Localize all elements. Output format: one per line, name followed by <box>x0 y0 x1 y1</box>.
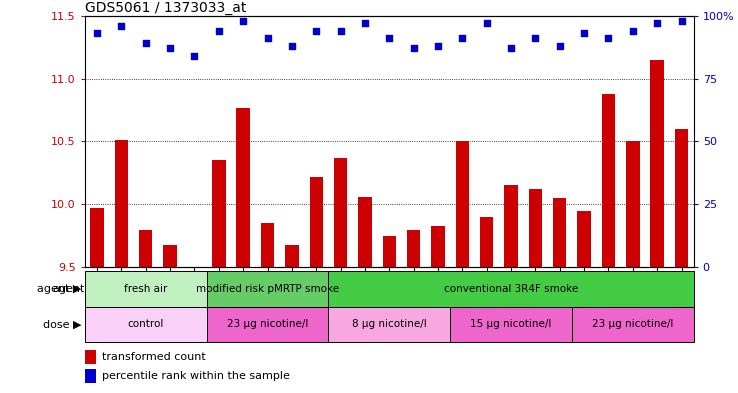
Bar <box>334 158 348 267</box>
Point <box>164 45 176 51</box>
Bar <box>328 271 694 307</box>
Bar <box>309 177 323 267</box>
Point <box>651 20 663 26</box>
Point <box>334 28 347 34</box>
Bar <box>626 141 640 267</box>
Bar <box>407 230 421 267</box>
Text: 23 μg nicotine/l: 23 μg nicotine/l <box>227 319 308 329</box>
Bar <box>504 185 518 267</box>
Point <box>529 35 541 42</box>
Point <box>384 35 396 42</box>
Bar <box>382 236 396 267</box>
Text: 8 μg nicotine/l: 8 μg nicotine/l <box>352 319 427 329</box>
Point <box>188 53 200 59</box>
Bar <box>236 108 250 267</box>
Point <box>310 28 322 34</box>
Bar <box>675 129 689 267</box>
Text: transformed count: transformed count <box>102 352 206 362</box>
Point <box>407 45 419 51</box>
Point <box>92 30 103 37</box>
Point <box>602 35 614 42</box>
Point <box>505 45 517 51</box>
Bar <box>85 307 207 342</box>
Text: 15 μg nicotine/l: 15 μg nicotine/l <box>470 319 552 329</box>
Point <box>213 28 224 34</box>
Point <box>627 28 638 34</box>
Point <box>432 43 444 49</box>
Text: dose ▶: dose ▶ <box>43 319 81 329</box>
Bar <box>328 307 450 342</box>
Bar <box>358 197 372 267</box>
Bar <box>139 230 153 267</box>
Point <box>480 20 492 26</box>
Bar <box>85 369 96 383</box>
Bar <box>90 208 104 267</box>
Bar <box>455 141 469 267</box>
Point <box>554 43 565 49</box>
Text: percentile rank within the sample: percentile rank within the sample <box>102 371 290 382</box>
Bar <box>85 350 96 364</box>
Point <box>286 43 297 49</box>
Text: GDS5061 / 1373033_at: GDS5061 / 1373033_at <box>85 1 246 15</box>
Bar <box>528 189 542 267</box>
Point <box>115 23 128 29</box>
Point <box>139 40 152 46</box>
Point <box>359 20 370 26</box>
Text: control: control <box>128 319 164 329</box>
Bar <box>207 271 328 307</box>
Bar <box>261 223 275 267</box>
Bar <box>285 244 299 267</box>
Point <box>579 30 590 37</box>
Bar <box>553 198 567 267</box>
Bar <box>650 60 664 267</box>
Bar <box>431 226 445 267</box>
Bar <box>207 307 328 342</box>
Point <box>675 18 687 24</box>
Bar <box>601 94 615 267</box>
Bar <box>163 244 177 267</box>
Text: conventional 3R4F smoke: conventional 3R4F smoke <box>444 284 578 294</box>
Bar <box>212 160 226 267</box>
Point <box>456 35 468 42</box>
Bar <box>85 271 207 307</box>
Point <box>261 35 273 42</box>
Text: 23 μg nicotine/l: 23 μg nicotine/l <box>592 319 674 329</box>
Text: fresh air: fresh air <box>124 284 168 294</box>
Bar <box>572 307 694 342</box>
Bar <box>480 217 494 267</box>
Point <box>237 18 249 24</box>
Bar <box>450 307 572 342</box>
Bar <box>114 140 128 267</box>
Bar <box>577 211 591 267</box>
Text: agent: agent <box>52 284 85 294</box>
Text: modified risk pMRTP smoke: modified risk pMRTP smoke <box>196 284 339 294</box>
Text: agent ▶: agent ▶ <box>37 284 81 294</box>
